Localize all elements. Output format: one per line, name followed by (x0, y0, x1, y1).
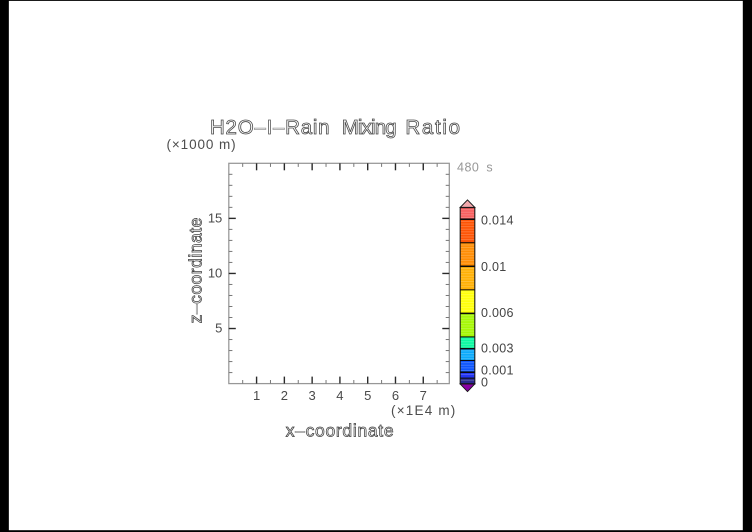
svg-text:480 s: 480 s (457, 160, 493, 174)
svg-text:5: 5 (215, 320, 222, 335)
svg-text:x–coordinate: x–coordinate (286, 421, 395, 441)
svg-text:5: 5 (364, 388, 371, 403)
svg-text:3: 3 (309, 388, 316, 403)
svg-text:6: 6 (392, 388, 399, 403)
svg-text:0.01: 0.01 (481, 260, 507, 274)
svg-text:0.014: 0.014 (481, 214, 514, 228)
svg-text:0.006: 0.006 (481, 306, 514, 320)
svg-text:2: 2 (281, 388, 288, 403)
svg-text:(×1000 m): (×1000 m) (167, 137, 237, 152)
svg-text:7: 7 (420, 388, 427, 403)
svg-text:(×1E4 m): (×1E4 m) (391, 403, 457, 418)
svg-text:15: 15 (208, 210, 222, 225)
svg-text:4: 4 (336, 388, 343, 403)
svg-text:H2O–I–Rain Mixing Ratio: H2O–I–Rain Mixing Ratio (210, 116, 462, 139)
svg-text:z–coordinate: z–coordinate (186, 217, 206, 323)
svg-text:0.001: 0.001 (481, 364, 514, 378)
svg-text:0: 0 (481, 376, 488, 390)
svg-text:10: 10 (208, 265, 222, 280)
svg-text:0.003: 0.003 (481, 342, 514, 356)
svg-text:1: 1 (253, 388, 260, 403)
